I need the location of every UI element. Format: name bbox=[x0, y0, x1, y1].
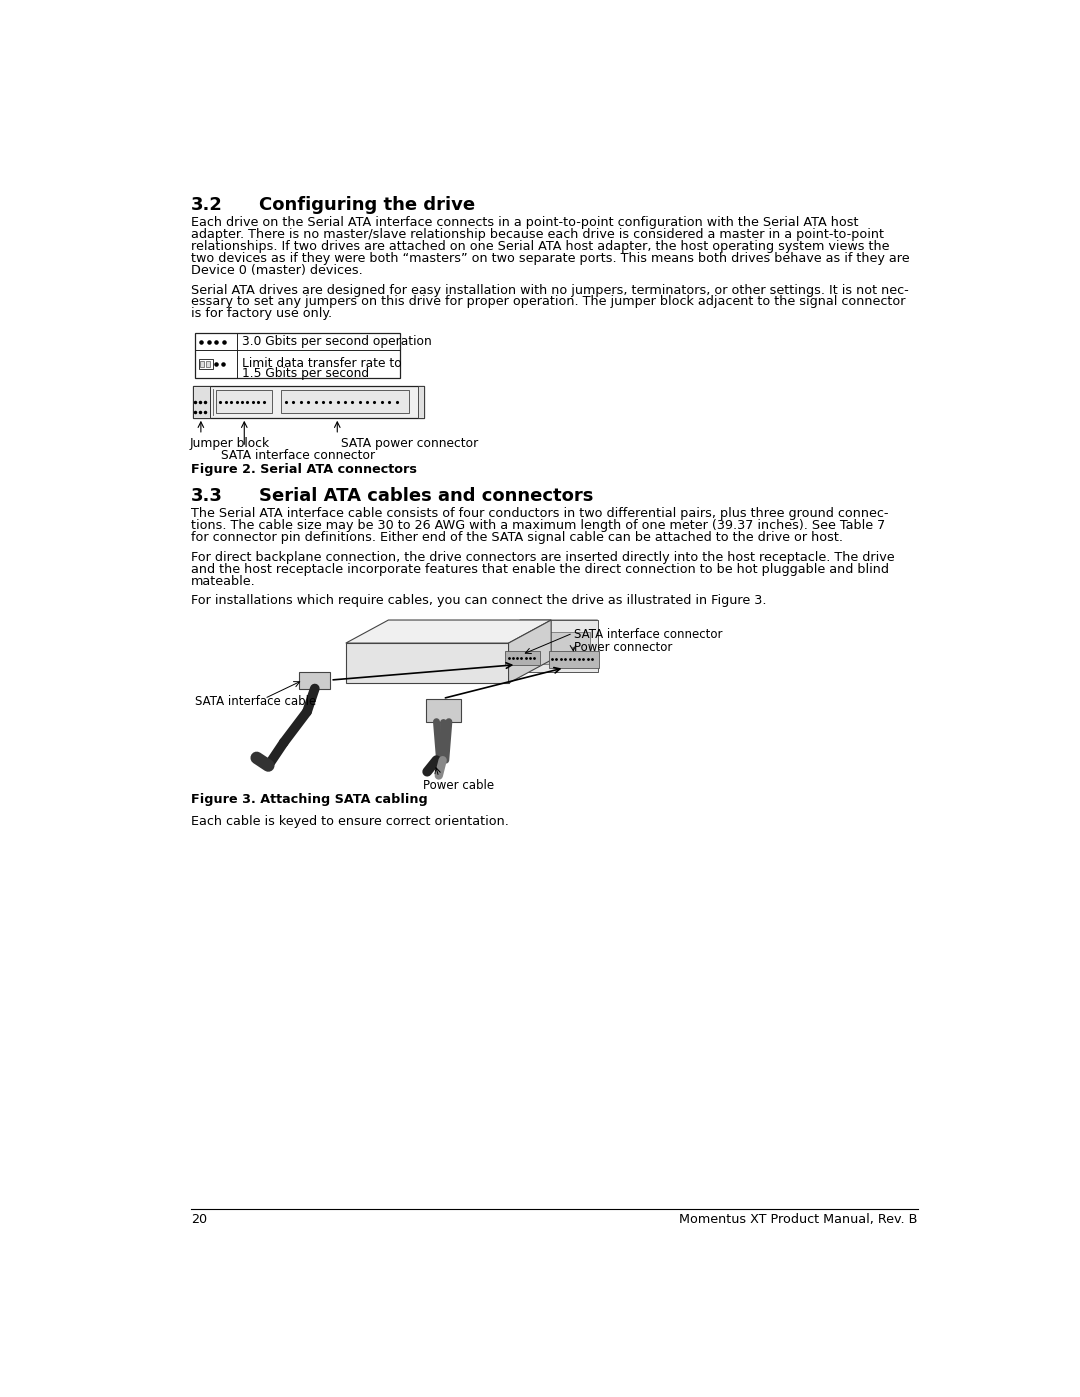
Text: 3.2: 3.2 bbox=[191, 196, 222, 214]
Polygon shape bbox=[521, 620, 597, 672]
Text: adapter. There is no master/slave relationship because each drive is considered : adapter. There is no master/slave relati… bbox=[191, 228, 883, 242]
Text: Limit data transfer rate to: Limit data transfer rate to bbox=[242, 358, 402, 370]
Text: Momentus XT Product Manual, Rev. B: Momentus XT Product Manual, Rev. B bbox=[679, 1214, 918, 1227]
Text: is for factory use only.: is for factory use only. bbox=[191, 307, 332, 320]
Text: for connector pin definitions. Either end of the SATA signal cable can be attach: for connector pin definitions. Either en… bbox=[191, 531, 842, 543]
Text: 3.3: 3.3 bbox=[191, 488, 222, 506]
Text: SATA interface connector: SATA interface connector bbox=[221, 450, 375, 462]
Bar bbox=[206, 360, 211, 367]
Text: 1.5 Gbits per second: 1.5 Gbits per second bbox=[242, 367, 369, 380]
Bar bbox=[193, 386, 211, 418]
Bar bbox=[299, 672, 330, 689]
Bar bbox=[418, 386, 424, 418]
Text: Each drive on the Serial ATA interface connects in a point-to-point configuratio: Each drive on the Serial ATA interface c… bbox=[191, 217, 859, 229]
Text: SATA interface connector: SATA interface connector bbox=[575, 627, 723, 641]
Text: mateable.: mateable. bbox=[191, 574, 256, 588]
Polygon shape bbox=[346, 620, 551, 643]
Bar bbox=[200, 360, 204, 367]
Text: Configuring the drive: Configuring the drive bbox=[259, 196, 475, 214]
Bar bbox=[528, 631, 590, 664]
Text: relationships. If two drives are attached on one Serial ATA host adapter, the ho: relationships. If two drives are attache… bbox=[191, 240, 889, 253]
Text: Figure 3. Attaching SATA cabling: Figure 3. Attaching SATA cabling bbox=[191, 793, 428, 806]
Text: Power connector: Power connector bbox=[575, 641, 673, 654]
Text: Device 0 (master) devices.: Device 0 (master) devices. bbox=[191, 264, 363, 277]
Text: Power cable: Power cable bbox=[423, 780, 495, 792]
Bar bbox=[282, 390, 409, 414]
Text: tions. The cable size may be 30 to 26 AWG with a maximum length of one meter (39: tions. The cable size may be 30 to 26 AW… bbox=[191, 520, 885, 532]
Polygon shape bbox=[509, 620, 551, 683]
Text: Serial ATA cables and connectors: Serial ATA cables and connectors bbox=[259, 488, 593, 506]
Text: essary to set any jumpers on this drive for proper operation. The jumper block a: essary to set any jumpers on this drive … bbox=[191, 295, 905, 309]
Text: Figure 2. Serial ATA connectors: Figure 2. Serial ATA connectors bbox=[191, 462, 417, 475]
Text: For installations which require cables, you can connect the drive as illustrated: For installations which require cables, … bbox=[191, 594, 767, 608]
Text: Each cable is keyed to ensure correct orientation.: Each cable is keyed to ensure correct or… bbox=[191, 814, 509, 828]
Polygon shape bbox=[549, 651, 599, 668]
Text: 20: 20 bbox=[191, 1214, 207, 1227]
Text: two devices as if they were both “masters” on two separate ports. This means bot: two devices as if they were both “master… bbox=[191, 251, 909, 265]
Text: SATA interface cable: SATA interface cable bbox=[194, 694, 316, 708]
Bar bbox=[193, 386, 424, 418]
Text: For direct backplane connection, the drive connectors are inserted directly into: For direct backplane connection, the dri… bbox=[191, 550, 894, 564]
Bar bbox=[199, 359, 213, 369]
Text: 3.0 Gbits per second operation: 3.0 Gbits per second operation bbox=[242, 335, 432, 348]
Polygon shape bbox=[346, 643, 509, 683]
Polygon shape bbox=[504, 651, 540, 665]
Text: Serial ATA drives are designed for easy installation with no jumpers, terminator: Serial ATA drives are designed for easy … bbox=[191, 284, 908, 296]
Bar bbox=[216, 390, 272, 414]
Text: The Serial ATA interface cable consists of four conductors in two differential p: The Serial ATA interface cable consists … bbox=[191, 507, 888, 520]
Bar bbox=[426, 698, 460, 722]
Polygon shape bbox=[477, 620, 597, 643]
Text: Jumper block: Jumper block bbox=[190, 437, 270, 450]
Bar bbox=[194, 334, 400, 377]
Text: and the host receptacle incorporate features that enable the direct connection t: and the host receptacle incorporate feat… bbox=[191, 563, 889, 576]
Text: SATA power connector: SATA power connector bbox=[341, 437, 478, 450]
